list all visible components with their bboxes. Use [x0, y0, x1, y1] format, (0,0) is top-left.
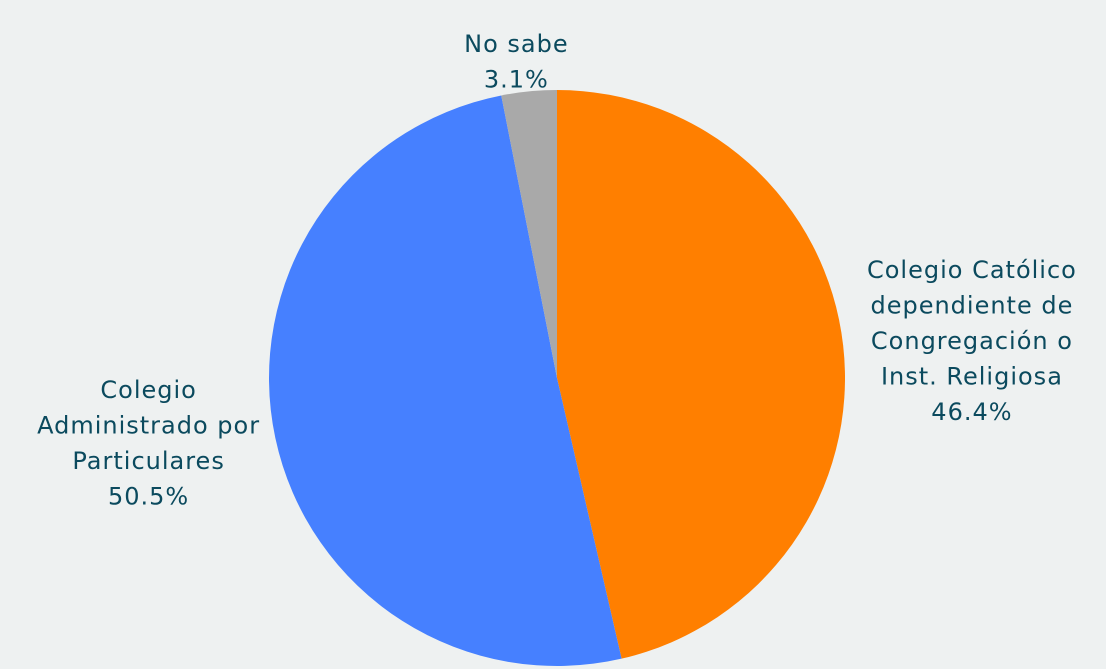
slice-label: No sabe — [464, 30, 568, 58]
pie-slice — [557, 90, 846, 659]
label-line: No sabe — [464, 30, 568, 58]
label-line: dependiente de — [870, 292, 1073, 320]
label-line: Congregación o — [871, 327, 1073, 355]
label-line: Colegio Católico — [867, 256, 1077, 284]
value-label: 3.1% — [484, 65, 549, 93]
pie-slice — [501, 90, 557, 378]
label-line: Inst. Religiosa — [881, 363, 1063, 391]
value-label: 50.5% — [108, 482, 189, 510]
label-line: Particulares — [72, 447, 224, 475]
label-line: Colegio — [100, 376, 196, 404]
slice-label: Colegio Católico dependiente de Congregaci… — [867, 256, 1077, 391]
value-label: 46.4% — [931, 398, 1012, 426]
pie-slice — [269, 95, 622, 667]
label-line: Administrado por — [37, 411, 260, 439]
slice-label: Colegio Administrado por Particulares — [37, 376, 260, 475]
